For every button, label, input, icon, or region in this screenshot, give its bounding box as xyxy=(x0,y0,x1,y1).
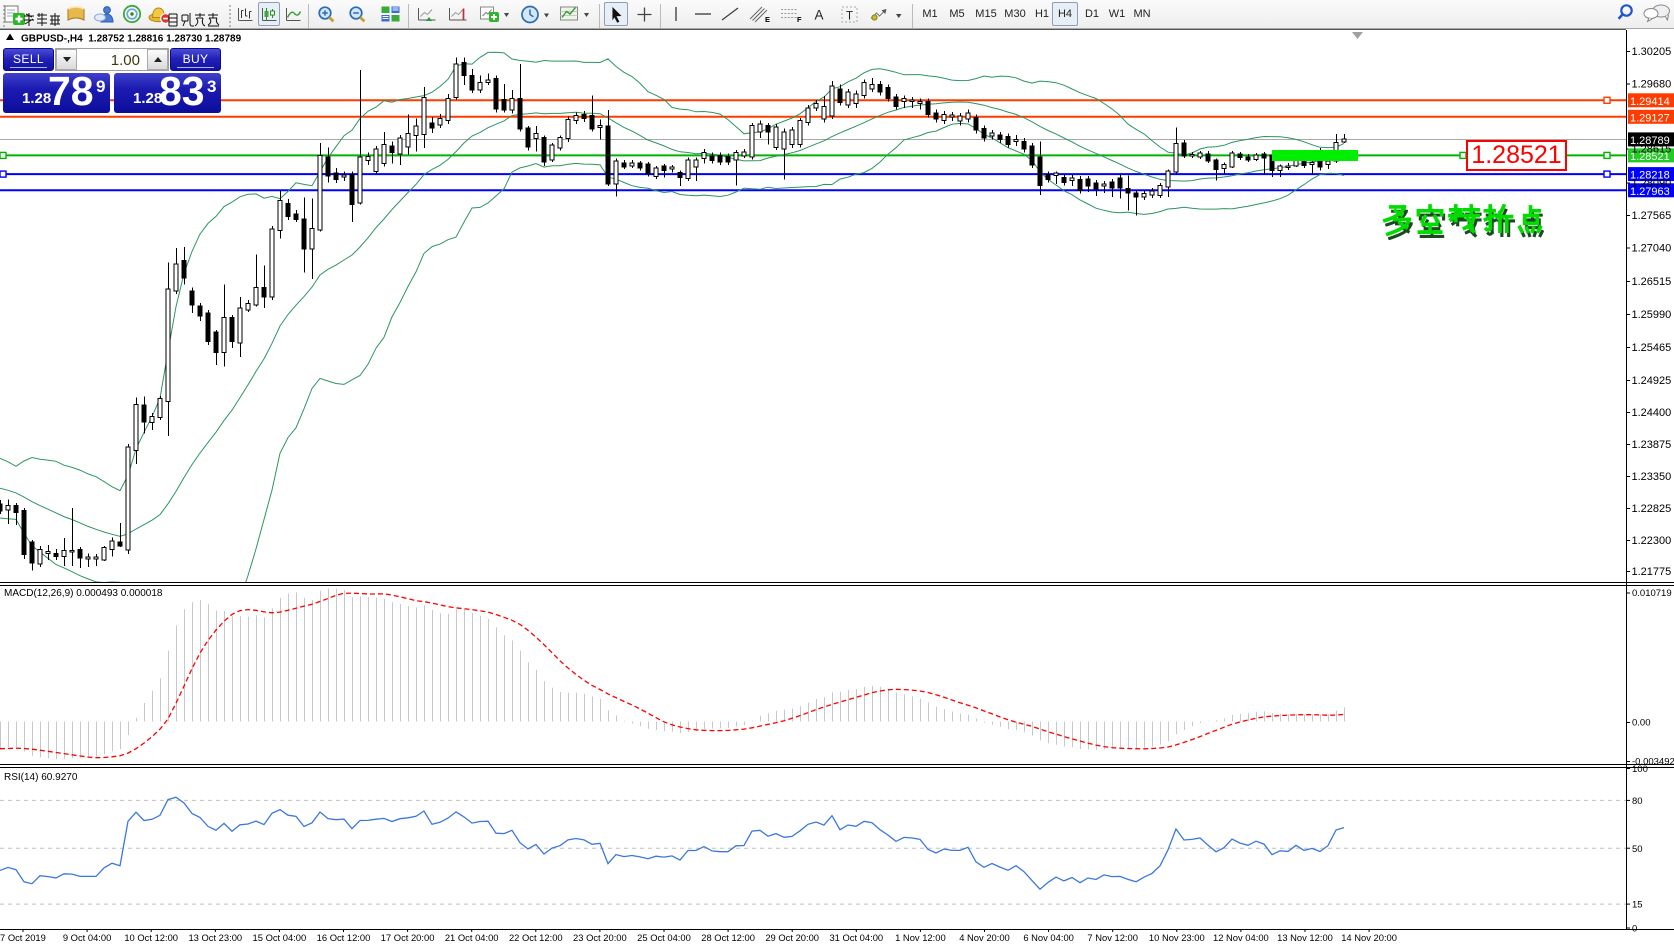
svg-text:28 Oct 12:00: 28 Oct 12:00 xyxy=(701,932,755,943)
svg-text:0: 0 xyxy=(1632,924,1637,935)
svg-text:1.25990: 1.25990 xyxy=(1632,309,1672,321)
svg-text:7 Nov 12:00: 7 Nov 12:00 xyxy=(1087,932,1138,943)
svg-text:1.25465: 1.25465 xyxy=(1632,342,1672,354)
svg-text:1.30205: 1.30205 xyxy=(1632,46,1672,58)
svg-text:E: E xyxy=(765,15,770,24)
svg-text:1.24925: 1.24925 xyxy=(1632,375,1672,387)
svg-text:13 Oct 23:00: 13 Oct 23:00 xyxy=(188,932,242,943)
svg-text:15 Oct 04:00: 15 Oct 04:00 xyxy=(253,932,307,943)
svg-text:9 Oct 04:00: 9 Oct 04:00 xyxy=(63,932,111,943)
svg-text:1.24400: 1.24400 xyxy=(1632,407,1672,419)
svg-text:7 Oct 2019: 7 Oct 2019 xyxy=(0,932,46,943)
svg-text:1.22825: 1.22825 xyxy=(1632,503,1672,515)
svg-text:25 Oct 04:00: 25 Oct 04:00 xyxy=(637,932,691,943)
svg-text:1.28615: 1.28615 xyxy=(1632,144,1672,156)
svg-text:0.00: 0.00 xyxy=(1632,718,1651,729)
svg-text:GBPUSD-,H4 1.28752 1.28816 1.: GBPUSD-,H4 1.28752 1.28816 1.28730 1.287… xyxy=(21,34,242,45)
svg-text:6 Nov 04:00: 6 Nov 04:00 xyxy=(1023,932,1074,943)
svg-text:10 Oct 12:00: 10 Oct 12:00 xyxy=(124,932,178,943)
svg-text:29 Oct 20:00: 29 Oct 20:00 xyxy=(765,932,819,943)
svg-text:1.28218: 1.28218 xyxy=(1630,170,1670,182)
svg-text:1.27040: 1.27040 xyxy=(1632,243,1672,255)
svg-text:1.29680: 1.29680 xyxy=(1632,79,1672,91)
svg-text:1.28521: 1.28521 xyxy=(1630,151,1670,163)
svg-text:100: 100 xyxy=(1632,764,1648,775)
svg-text:21 Oct 04:00: 21 Oct 04:00 xyxy=(445,932,499,943)
svg-text:-0.003492: -0.003492 xyxy=(1632,757,1674,768)
svg-text:10 Nov 23:00: 10 Nov 23:00 xyxy=(1149,932,1205,943)
svg-text:50: 50 xyxy=(1632,844,1643,855)
svg-text:13 Nov 12:00: 13 Nov 12:00 xyxy=(1277,932,1333,943)
svg-text:22 Oct 12:00: 22 Oct 12:00 xyxy=(509,932,563,943)
svg-text:1.26515: 1.26515 xyxy=(1632,276,1672,288)
svg-text:1.23875: 1.23875 xyxy=(1632,439,1672,451)
svg-text:T: T xyxy=(846,10,853,22)
svg-text:1.28090: 1.28090 xyxy=(1632,178,1672,190)
svg-text:1.27963: 1.27963 xyxy=(1630,186,1670,198)
svg-text:1.29414: 1.29414 xyxy=(1630,96,1670,108)
svg-text:31 Oct 04:00: 31 Oct 04:00 xyxy=(829,932,883,943)
svg-text:4 Nov 20:00: 4 Nov 20:00 xyxy=(959,932,1010,943)
svg-text:1.23350: 1.23350 xyxy=(1632,471,1672,483)
svg-text:12 Nov 04:00: 12 Nov 04:00 xyxy=(1213,932,1269,943)
svg-text:1.27565: 1.27565 xyxy=(1632,210,1672,222)
svg-text:15: 15 xyxy=(1632,900,1643,911)
svg-text:17 Oct 20:00: 17 Oct 20:00 xyxy=(381,932,435,943)
svg-text:1.22300: 1.22300 xyxy=(1632,535,1672,547)
svg-text:1 Nov 12:00: 1 Nov 12:00 xyxy=(895,932,946,943)
svg-text:23 Oct 20:00: 23 Oct 20:00 xyxy=(573,932,627,943)
svg-text:1.21775: 1.21775 xyxy=(1632,566,1672,578)
svg-text:MACD(12,26,9) 0.000493 0.00001: MACD(12,26,9) 0.000493 0.000018 xyxy=(4,588,163,599)
svg-text:16 Oct 12:00: 16 Oct 12:00 xyxy=(317,932,371,943)
svg-text:F: F xyxy=(797,15,802,24)
svg-text:1.29127: 1.29127 xyxy=(1630,112,1670,124)
svg-text:1.28789: 1.28789 xyxy=(1630,135,1670,147)
svg-text:14 Nov 20:00: 14 Nov 20:00 xyxy=(1341,932,1397,943)
svg-text:0.010719: 0.010719 xyxy=(1632,588,1672,599)
svg-text:80: 80 xyxy=(1632,796,1643,807)
svg-text:A: A xyxy=(815,8,824,23)
svg-text:RSI(14) 60.9270: RSI(14) 60.9270 xyxy=(4,772,78,783)
